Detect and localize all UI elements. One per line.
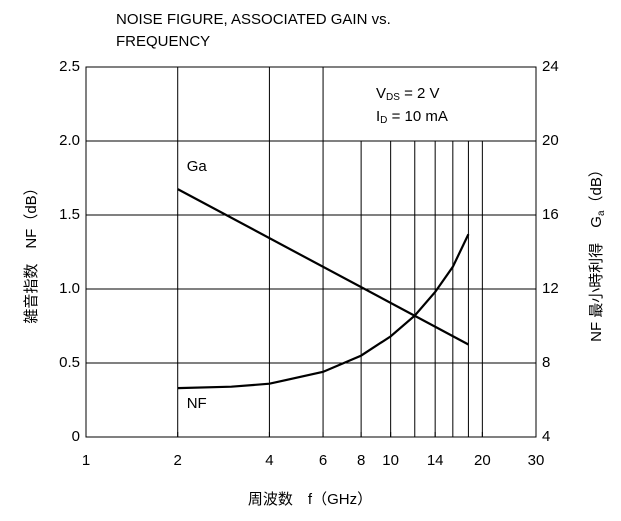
y-tick-label: 1.0 (59, 280, 80, 297)
y2-axis-label: NF 最小時利得 Ga（dB） (588, 162, 607, 342)
y-tick-label: 1.5 (59, 206, 80, 223)
x-axis-label: 周波数 f（GHz） (248, 491, 372, 508)
y2-tick-label: 12 (542, 280, 559, 297)
y-tick-label: 2.5 (59, 58, 80, 75)
chart-title: NOISE FIGURE, ASSOCIATED GAIN vs. (116, 11, 391, 28)
label-part: = 10 mA (387, 108, 447, 125)
annotation: VDS = 2 V (376, 85, 440, 103)
y2-tick-label: 16 (542, 206, 559, 223)
annotation: ID = 10 mA (376, 108, 448, 126)
label-part: I (376, 108, 380, 125)
y-axis-label: 雑音指数 NF（dB） (23, 180, 40, 323)
y-tick-label: 0.5 (59, 354, 80, 371)
x-tick-label: 30 (528, 452, 545, 469)
x-tick-label: 8 (357, 452, 365, 469)
x-tick-label: 14 (427, 452, 444, 469)
x-tick-label: 2 (174, 452, 182, 469)
y-tick-label: 2.0 (59, 132, 80, 149)
chart-title: FREQUENCY (116, 33, 210, 50)
label-part: （dB） (588, 162, 605, 210)
x-tick-label: 20 (474, 452, 491, 469)
label-part: V (376, 85, 386, 102)
y2-tick-label: 24 (542, 58, 559, 75)
label-part: NF 最小時利得 G (588, 216, 605, 342)
y2-tick-label: 8 (542, 354, 550, 371)
series-label: NF (187, 395, 207, 412)
y2-tick-label: 4 (542, 428, 550, 445)
series-label: Ga (187, 158, 208, 175)
x-tick-label: 4 (265, 452, 273, 469)
label-part: D (380, 115, 387, 126)
label-part: DS (386, 92, 400, 103)
plot-frame (85, 66, 537, 438)
series-line (177, 233, 470, 390)
x-tick-label: 6 (319, 452, 327, 469)
series-line (177, 188, 469, 346)
y2-tick-label: 20 (542, 132, 559, 149)
label-part: = 2 V (400, 85, 440, 102)
x-tick-label: 10 (382, 452, 399, 469)
x-tick-label: 1 (82, 452, 90, 469)
label-part: a (596, 210, 607, 216)
y-tick-label: 0 (72, 428, 80, 445)
